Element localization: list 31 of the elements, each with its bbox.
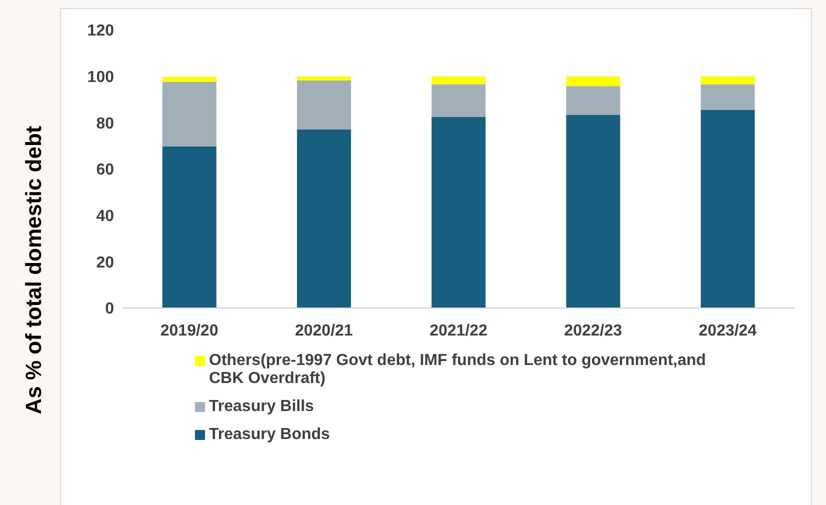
x-tick-label: 2021/22 — [430, 322, 488, 340]
bar — [700, 84, 755, 110]
y-tick-label: 0 — [105, 300, 114, 318]
x-tick-label: 2019/20 — [160, 322, 218, 340]
bar — [700, 110, 755, 308]
bar — [162, 146, 216, 308]
bar — [432, 116, 486, 308]
bar — [296, 76, 351, 81]
legend-label: Others(pre-1997 Govt debt, IMF funds on Lent to government,and CBK Overdraft) — [209, 352, 707, 388]
bar — [432, 76, 486, 84]
bar — [162, 76, 216, 82]
legend-label: Treasury Bonds — [209, 426, 330, 444]
y-tick-label: 100 — [87, 69, 114, 86]
y-tick-label: 80 — [96, 115, 114, 132]
y-tick-label: 60 — [96, 162, 114, 179]
bar — [432, 84, 486, 117]
bar — [700, 76, 755, 84]
y-axis-title: As % of total domestic debt — [21, 126, 47, 414]
y-tick-label: 120 — [87, 22, 114, 40]
bar — [296, 80, 351, 130]
x-tick-label: 2020/21 — [294, 322, 353, 340]
bar — [296, 129, 351, 308]
bar — [566, 115, 620, 308]
y-tick-label: 40 — [96, 208, 114, 226]
y-tick-label: 20 — [96, 254, 114, 272]
bar — [162, 82, 216, 146]
bar — [566, 76, 620, 86]
x-tick-label: 2023/24 — [698, 322, 757, 340]
bar — [566, 86, 620, 116]
x-tick-label: 2022/23 — [564, 322, 622, 340]
legend-label: Treasury Bills — [209, 398, 314, 416]
